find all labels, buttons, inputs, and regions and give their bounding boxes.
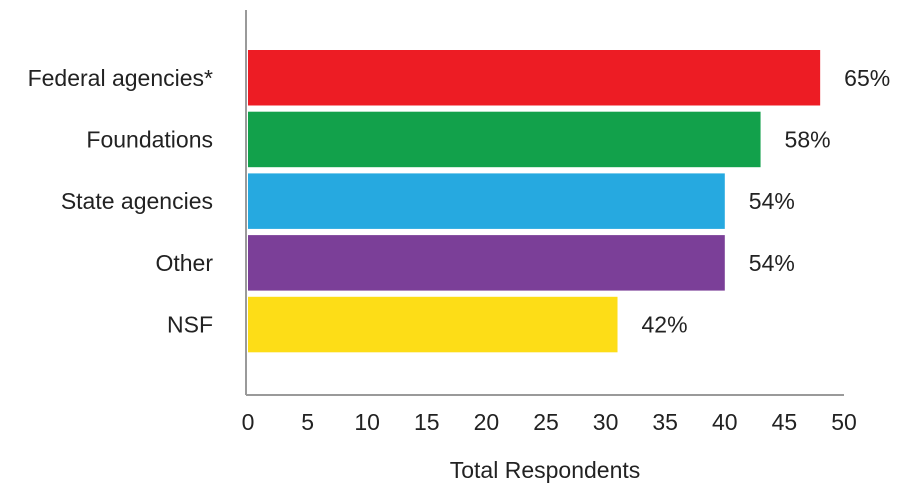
bar-federal-agencies bbox=[248, 50, 821, 106]
data-label-state-agencies: 54% bbox=[749, 188, 795, 214]
x-tick-label-40: 40 bbox=[712, 409, 738, 435]
data-labels-group: 65% 58% 54% 54% 42% bbox=[642, 65, 891, 338]
x-tick-labels-group: 0 5 10 15 20 25 30 35 40 45 50 bbox=[242, 409, 857, 435]
data-label-nsf: 42% bbox=[642, 312, 688, 338]
category-label-foundations: Foundations bbox=[86, 126, 213, 152]
data-label-other: 54% bbox=[749, 250, 795, 276]
x-tick-label-20: 20 bbox=[474, 409, 500, 435]
bar-other bbox=[248, 235, 725, 291]
x-tick-label-30: 30 bbox=[593, 409, 619, 435]
x-tick-label-5: 5 bbox=[301, 409, 314, 435]
x-axis-title: Total Respondents bbox=[450, 457, 641, 483]
category-label-federal-agencies: Federal agencies* bbox=[28, 65, 213, 91]
data-label-federal-agencies: 65% bbox=[844, 65, 890, 91]
bars-group bbox=[248, 50, 821, 353]
category-label-state-agencies: State agencies bbox=[61, 188, 213, 214]
x-tick-label-50: 50 bbox=[831, 409, 857, 435]
x-tick-label-15: 15 bbox=[414, 409, 440, 435]
category-labels-group: Federal agencies* Foundations State agenci… bbox=[28, 65, 214, 338]
bar-state-agencies bbox=[248, 173, 725, 229]
category-label-other: Other bbox=[155, 250, 213, 276]
bar-nsf bbox=[248, 296, 618, 353]
bar-foundations bbox=[248, 111, 761, 168]
category-label-nsf: NSF bbox=[167, 312, 213, 338]
x-tick-label-25: 25 bbox=[533, 409, 559, 435]
x-tick-label-35: 35 bbox=[652, 409, 678, 435]
x-tick-label-0: 0 bbox=[242, 409, 255, 435]
data-label-foundations: 58% bbox=[785, 126, 831, 152]
x-tick-label-10: 10 bbox=[354, 409, 380, 435]
x-tick-label-45: 45 bbox=[772, 409, 798, 435]
